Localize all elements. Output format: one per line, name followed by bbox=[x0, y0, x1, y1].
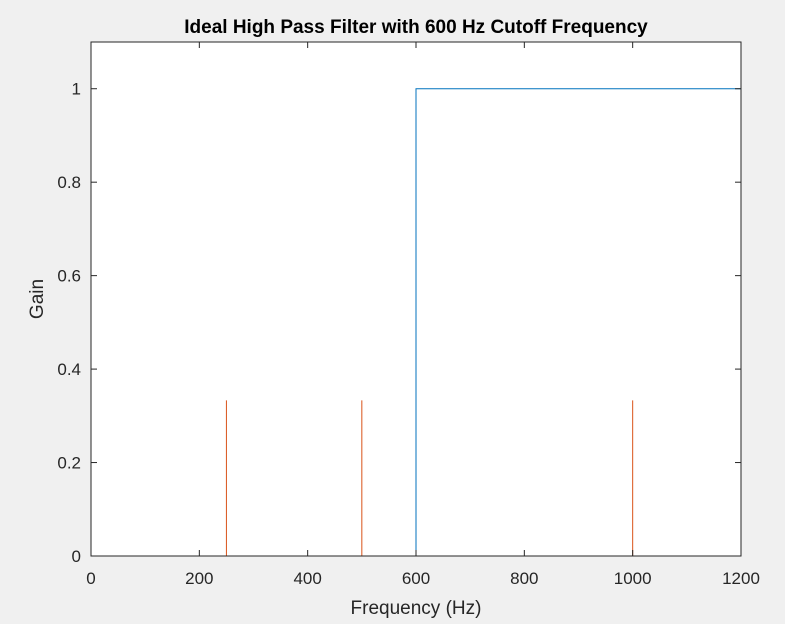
y-tick-label: 0.4 bbox=[57, 360, 81, 379]
x-axis-label: Frequency (Hz) bbox=[351, 598, 482, 619]
x-tick-label: 1000 bbox=[614, 569, 652, 588]
series-line-2 bbox=[91, 400, 741, 557]
x-tick-label: 0 bbox=[86, 569, 95, 588]
y-tick-label: 0.8 bbox=[57, 173, 81, 192]
y-tick-label: 0.2 bbox=[57, 454, 81, 473]
x-tick-label: 1200 bbox=[722, 569, 760, 588]
ticks-layer: 0 200 400 600 800 1000 1200 0 0.2 0.4 0.6 0.8 1 bbox=[57, 42, 760, 588]
y-tick-label: 0.6 bbox=[57, 267, 81, 286]
y-axis-label: Gain bbox=[27, 279, 48, 319]
x-tick-label: 400 bbox=[293, 569, 321, 588]
chart-title: Ideal High Pass Filter with 600 Hz Cutof… bbox=[184, 17, 648, 38]
y-tick-label: 1 bbox=[72, 80, 81, 99]
x-tick-label: 600 bbox=[402, 569, 430, 588]
x-tick-label: 800 bbox=[510, 569, 538, 588]
x-tick-label: 200 bbox=[185, 569, 213, 588]
y-tick-label: 0 bbox=[72, 547, 81, 566]
